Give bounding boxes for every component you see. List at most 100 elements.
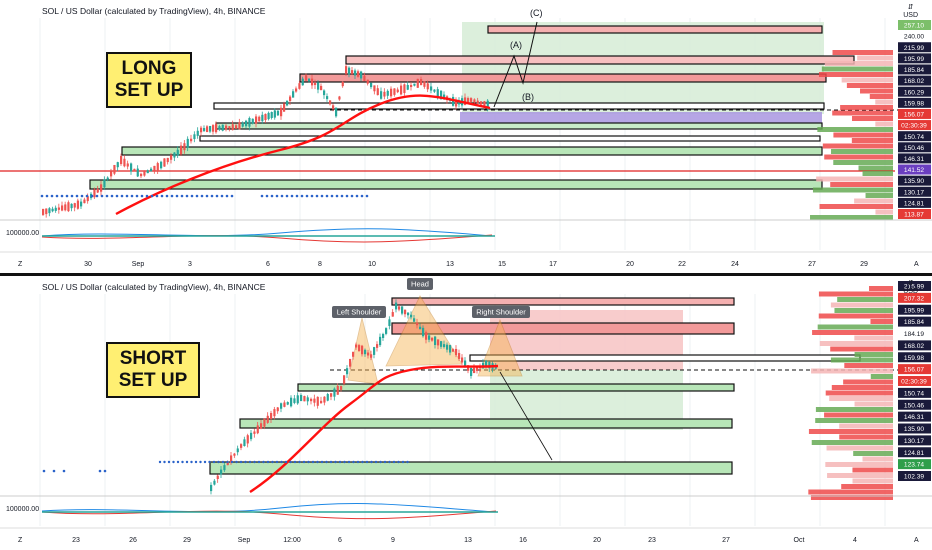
price-candle [393, 88, 396, 95]
price-candle [150, 168, 153, 172]
price-candle [476, 100, 479, 104]
price-candle [416, 322, 419, 326]
signal-dot [260, 194, 264, 198]
price-candle [428, 335, 431, 340]
resistance-box [391, 297, 735, 306]
price-candle [100, 184, 103, 192]
price-tag: 150.74 [904, 390, 925, 397]
price-candle [343, 375, 346, 384]
price-candle [103, 179, 106, 188]
signal-dot [266, 460, 270, 464]
price-candle [311, 78, 314, 86]
short-setup-chart[interactable]: Left Shoulder Head Right Shoulder 215.99 207… [0, 276, 932, 550]
price-candle [113, 164, 116, 174]
price-tag-bg [898, 120, 931, 131]
price-candle [120, 155, 123, 165]
price-candle [250, 432, 253, 440]
volume-profile-bar [844, 363, 893, 368]
price-candle [406, 84, 409, 90]
signal-dot [85, 194, 89, 198]
price-tag: 113.87 [904, 212, 924, 219]
price-candle [366, 79, 369, 84]
price-candle [335, 107, 338, 117]
price-candle [57, 207, 61, 210]
price-candle [218, 126, 221, 130]
pane-divider[interactable] [0, 273, 932, 276]
price-candle [70, 203, 73, 209]
price-candle [123, 158, 126, 167]
signal-dot [125, 194, 129, 198]
volume-profile-bar [857, 55, 893, 61]
price-candle [270, 112, 273, 118]
volume-profile-bar [852, 478, 893, 484]
price-tag-bg [898, 281, 931, 291]
price-candle [326, 393, 329, 401]
price-candle [215, 123, 218, 133]
price-tag: 124.81 [904, 200, 925, 207]
price-tag-bg [898, 411, 931, 422]
price-candle [230, 455, 233, 463]
signal-dot [145, 194, 149, 198]
wave-label-c: (C) [530, 8, 543, 18]
short-setup-pane[interactable]: Left Shoulder Head Right Shoulder 215.99 207… [0, 276, 932, 550]
price-candle [283, 402, 286, 407]
price-tag: 168.02 [904, 78, 925, 85]
price-candle [464, 97, 467, 105]
signal-dot [347, 460, 351, 464]
signal-dot [338, 460, 342, 464]
volume-profile-bar [840, 105, 893, 110]
x-axis-tick: 16 [519, 537, 527, 544]
signal-dot [293, 460, 297, 464]
price-candle [373, 85, 376, 92]
long-setup-chart[interactable]: (A) (B) (C) 257.10 240.00 215.99 195.99 185.84 1… [0, 0, 932, 274]
price-candle [273, 409, 276, 417]
price-candle [355, 344, 358, 348]
signal-dot [257, 460, 261, 464]
x-axis-tick: 10 [368, 261, 376, 268]
signal-dot [325, 460, 328, 464]
long-setup-pane[interactable]: (A) (B) (C) 257.10 240.00 215.99 195.99 185.84 1… [0, 0, 932, 274]
price-candle [83, 199, 86, 204]
price-candle [395, 302, 398, 310]
signal-dot [60, 194, 64, 198]
price-candle [320, 400, 323, 404]
signal-dot [212, 460, 216, 464]
currency-label: ⇵ USD [903, 280, 918, 295]
volume-profile-bar [831, 149, 893, 154]
price-tag-bg [898, 97, 931, 108]
signal-dot [185, 460, 189, 464]
price-candle [407, 312, 410, 316]
price-tag-bg [898, 42, 931, 53]
signal-dot [98, 469, 102, 473]
price-candle [223, 465, 226, 471]
price-candle [333, 388, 336, 397]
volume-profile-bar [826, 445, 893, 451]
price-tag: 184.19 [904, 331, 925, 338]
volume-profile-bar [869, 94, 893, 99]
x-axis-tick: Sep [132, 261, 145, 268]
signal-dot [70, 194, 74, 198]
price-candle [420, 79, 423, 85]
projection-line [499, 371, 553, 461]
price-candle [416, 78, 419, 88]
price-tag-bg [898, 75, 931, 86]
signal-dot [130, 194, 134, 198]
price-candle [388, 319, 391, 326]
volume-profile-bar [875, 99, 893, 105]
signal-dot [335, 194, 339, 198]
price-candle [170, 155, 173, 160]
signal-dot [300, 194, 304, 198]
signal-dot [95, 194, 99, 198]
volume-profile-bar [830, 346, 893, 352]
signal-dot [45, 194, 49, 198]
signal-dot [221, 460, 225, 464]
support-box [215, 122, 823, 130]
price-candle [346, 368, 349, 375]
price-tag-bg [898, 423, 931, 434]
signal-dot [253, 460, 256, 464]
volume-profile-bar [839, 434, 893, 440]
volume-profile-bar [860, 88, 893, 94]
volume-profile-bar [827, 473, 893, 478]
price-candle [106, 177, 109, 180]
signal-dot [203, 460, 207, 464]
